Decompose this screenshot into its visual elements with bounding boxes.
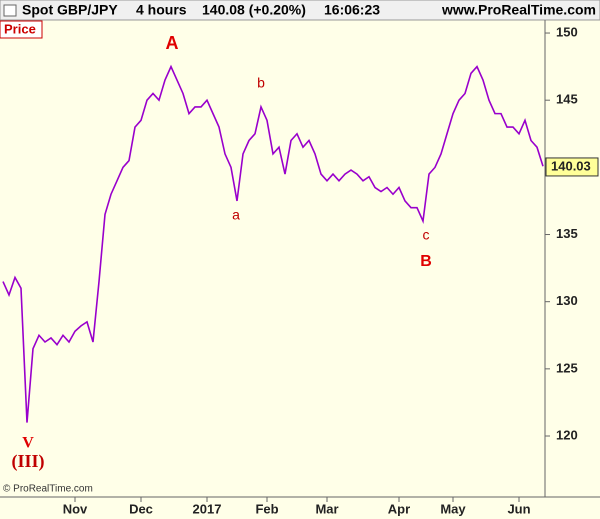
source: www.ProRealTime.com: [441, 2, 596, 18]
y-tick-label: 135: [556, 226, 578, 241]
wave-label: (III): [11, 451, 44, 472]
chart-title: Spot GBP/JPY: [22, 2, 118, 18]
y-tick-label: 145: [556, 92, 578, 107]
price-line: [2, 64, 544, 423]
panel-label-box: [0, 20, 43, 39]
x-tick-label: Apr: [388, 501, 410, 516]
wave-label: B: [420, 253, 432, 270]
x-tick-label: Jun: [507, 501, 530, 516]
y-tick-label: 150: [556, 24, 578, 39]
header-icon: [3, 4, 17, 17]
quote: 140.08 (+0.20%): [202, 2, 306, 18]
header-bar: [0, 0, 600, 21]
y-tick-label: 125: [556, 360, 578, 375]
interval: 4 hours: [136, 2, 187, 18]
wave-label: c: [423, 227, 430, 243]
last-price-box: [545, 157, 599, 177]
x-tick-label: Dec: [129, 501, 153, 516]
x-tick-label: Nov: [63, 501, 88, 516]
panel-label: Price: [4, 21, 36, 36]
y-tick-label: 120: [556, 427, 578, 442]
wave-label: V: [22, 435, 34, 452]
wave-label: b: [257, 75, 265, 91]
x-tick-label: Feb: [255, 501, 278, 516]
x-tick-label: 2017: [193, 501, 222, 516]
last-price-label: 140.03: [551, 158, 591, 173]
wave-label: a: [232, 207, 240, 223]
x-tick-label: May: [440, 501, 466, 516]
wave-label: A: [166, 33, 179, 53]
copyright: © ProRealTime.com: [3, 484, 93, 495]
x-tick-label: Mar: [315, 501, 338, 516]
y-tick-label: 130: [556, 293, 578, 308]
time: 16:06:23: [324, 2, 380, 18]
